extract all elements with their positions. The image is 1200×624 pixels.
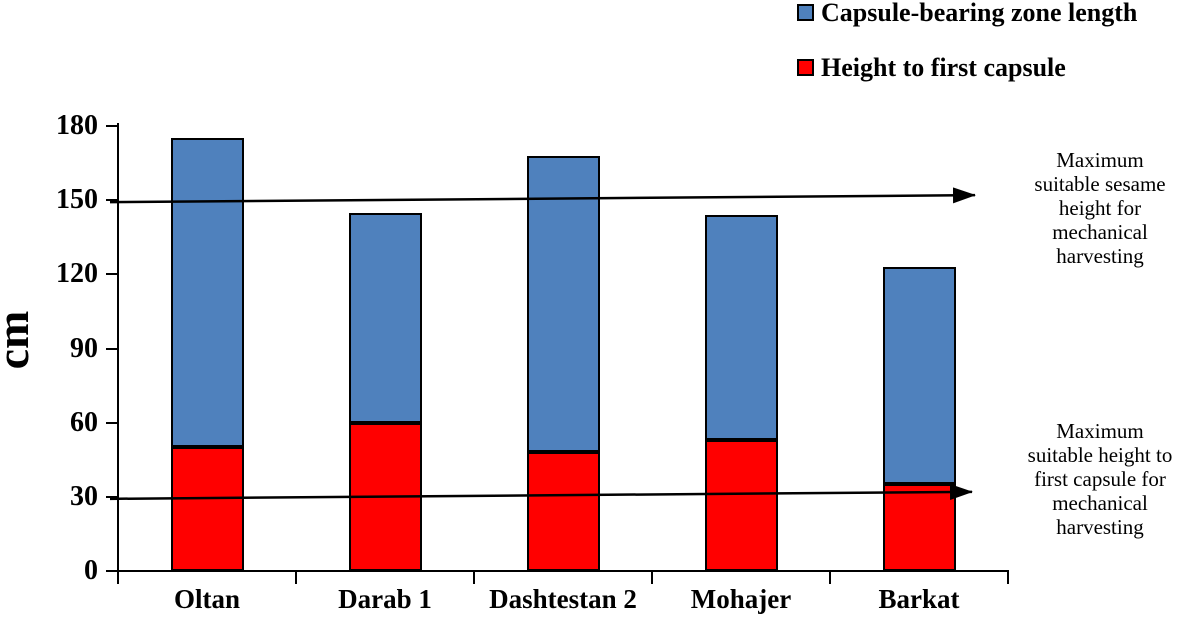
y-tick-mark-0 — [106, 570, 118, 572]
x-tick-mark-3 — [651, 571, 653, 584]
bar-dashtestan-2-capsule-zone — [526, 155, 600, 453]
y-tick-label-0: 0 — [84, 555, 98, 586]
legend-label-height-to-first-capsule: Height to first capsule — [821, 53, 1066, 82]
x-category-label-dashtestan-2: Dashtestan 2 — [489, 584, 637, 614]
y-tick-mark-180 — [106, 125, 118, 127]
y-tick-mark-30 — [106, 495, 118, 498]
legend-item-capsule-bearing-zone: Capsule-bearing zone length — [797, 0, 1137, 26]
x-tick-mark-0 — [117, 571, 119, 584]
y-tick-label-150: 150 — [56, 184, 98, 216]
annotation-max-sesame-height: Maximum suitable sesame height for mecha… — [1034, 148, 1166, 268]
bar-darab-1-height-to-first-capsule — [348, 422, 422, 571]
x-category-label-barkat: Barkat — [878, 584, 960, 614]
annotation-max-first-capsule-height: Maximum suitable height to first capsule… — [1027, 419, 1173, 539]
y-tick-label-60: 60 — [70, 406, 98, 438]
y-tick-label-180: 180 — [56, 110, 98, 141]
legend-label-capsule-bearing-zone: Capsule-bearing zone length — [821, 0, 1138, 27]
bar-mohajer-capsule-zone — [704, 215, 778, 440]
y-tick-label-30: 30 — [70, 480, 98, 512]
bar-darab-1-capsule-zone — [348, 212, 422, 423]
y-tick-mark-120 — [106, 273, 118, 276]
x-tick-mark-2 — [473, 571, 475, 584]
bar-dashtestan-2-height-to-first-capsule — [526, 452, 600, 571]
x-category-label-darab-1: Darab 1 — [338, 584, 432, 614]
legend-swatch-red-icon — [797, 59, 814, 76]
x-category-label-oltan: Oltan — [173, 584, 240, 614]
legend-item-height-to-first-capsule: Height to first capsule — [797, 55, 1066, 81]
x-tick-mark-4 — [829, 571, 831, 584]
bar-barkat-capsule-zone — [882, 266, 956, 485]
y-tick-label-120: 120 — [56, 258, 98, 290]
y-tick-mark-60 — [106, 421, 118, 424]
y-tick-label-90: 90 — [70, 332, 98, 364]
legend-swatch-blue-icon — [797, 4, 814, 21]
y-axis-line — [117, 123, 119, 584]
bar-oltan-capsule-zone — [170, 138, 244, 448]
y-tick-mark-150 — [106, 199, 118, 202]
bar-barkat-height-to-first-capsule — [882, 484, 956, 571]
x-tick-mark-5 — [1007, 571, 1009, 584]
y-tick-mark-90 — [106, 347, 118, 350]
x-tick-mark-1 — [295, 571, 297, 584]
bar-mohajer-height-to-first-capsule — [704, 439, 778, 571]
x-category-label-mohajer: Mohajer — [690, 584, 792, 614]
x-axis-line — [117, 570, 1009, 572]
bar-oltan-height-to-first-capsule — [170, 447, 244, 571]
